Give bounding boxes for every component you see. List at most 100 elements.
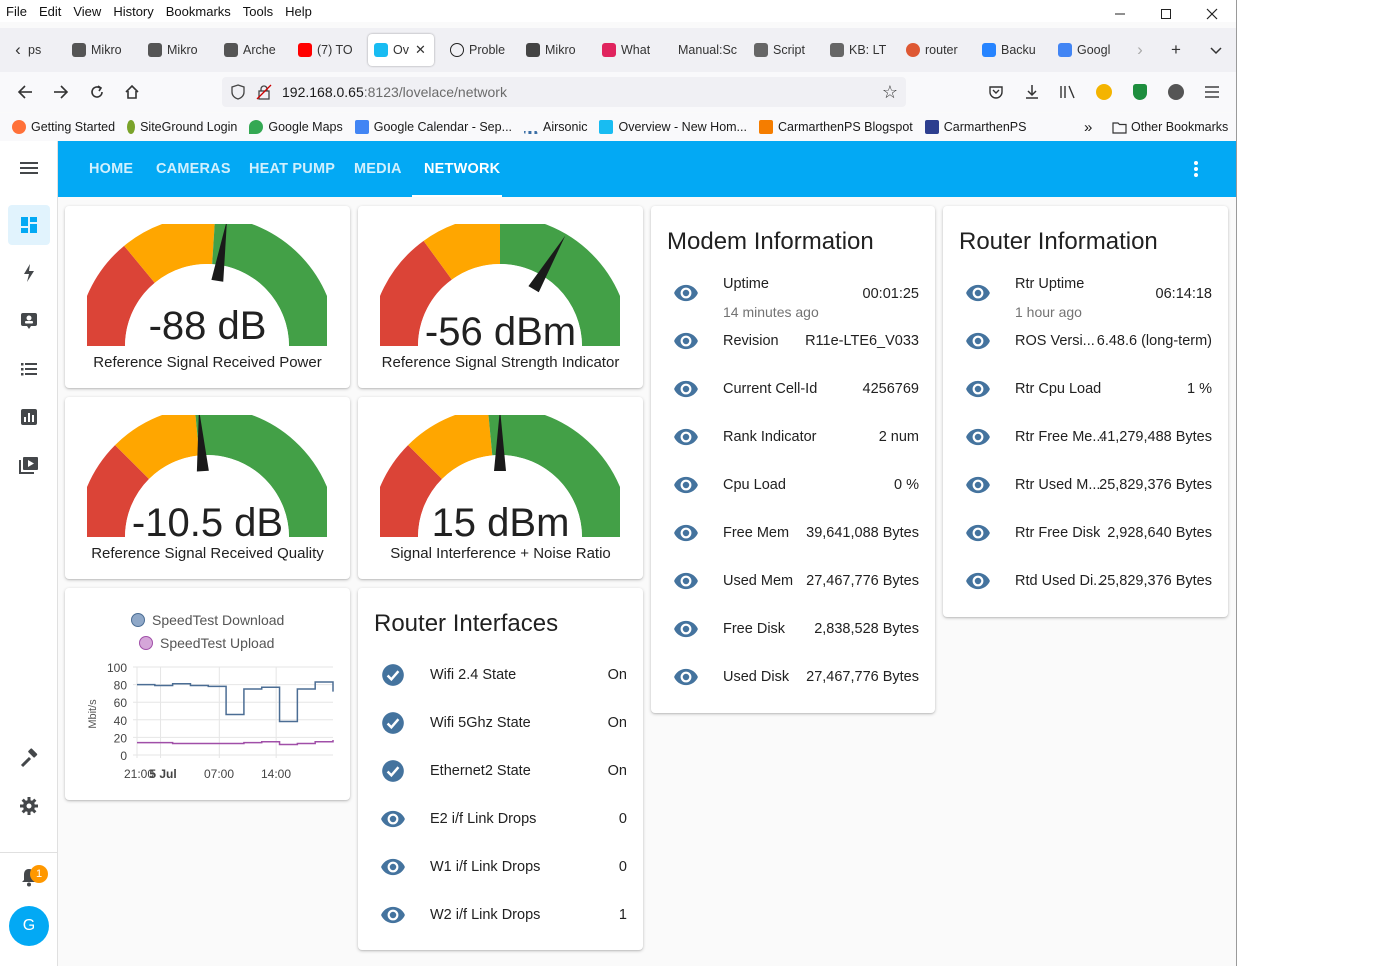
bookmark-item[interactable]: CarmarthenPS: [924, 120, 1026, 134]
browser-tab[interactable]: router: [906, 34, 970, 66]
tab-media[interactable]: MEDIA: [354, 161, 402, 177]
menu-bookmarks[interactable]: Bookmarks: [165, 3, 231, 19]
extension-button[interactable]: [1128, 80, 1152, 104]
browser-tab[interactable]: Script: [754, 34, 818, 66]
tab-heat-pump[interactable]: HEAT PUMP: [249, 161, 336, 177]
entity-row[interactable]: Used Disk 27,467,776 Bytes: [651, 654, 935, 702]
browser-tab[interactable]: Mikro: [72, 34, 136, 66]
entity-row[interactable]: E2 i/f Link Drops 0: [358, 796, 643, 844]
bookmark-item[interactable]: Getting Started: [12, 120, 115, 134]
sidebar-item-media[interactable]: [8, 445, 50, 485]
browser-tab-active[interactable]: Ov ✕: [368, 34, 434, 66]
browser-tab[interactable]: Mikro: [148, 34, 212, 66]
new-tab-button[interactable]: +: [1164, 38, 1188, 62]
dashboard-menu-button[interactable]: [1184, 157, 1208, 181]
bookmark-item[interactable]: Airsonic: [524, 120, 587, 134]
gauge-card-rsrp[interactable]: -88 dB Reference Signal Received Power: [65, 206, 350, 388]
minimize-button[interactable]: [1097, 0, 1143, 28]
speedtest-history-card[interactable]: SpeedTest Download SpeedTest Upload Mbit…: [65, 588, 350, 800]
sidebar-item-energy[interactable]: [8, 253, 50, 293]
tab-network[interactable]: NETWORK: [424, 161, 501, 177]
extension-button[interactable]: [1164, 80, 1188, 104]
bookmark-item[interactable]: Google Maps: [249, 120, 343, 134]
bookmark-item[interactable]: Overview - New Hom...: [599, 120, 747, 134]
close-tab-icon[interactable]: ✕: [414, 42, 426, 57]
entity-row[interactable]: Rtd Used Di... 25,829,376 Bytes: [943, 558, 1228, 606]
menu-file[interactable]: File: [6, 3, 27, 19]
entity-row[interactable]: Wifi 5Ghz State On: [358, 700, 643, 748]
sidebar-item-notifications[interactable]: 1: [8, 857, 50, 897]
reload-button[interactable]: [85, 80, 109, 104]
entity-row[interactable]: Rtr Uptime 1 hour ago 06:14:18: [943, 270, 1228, 320]
maximize-button[interactable]: [1143, 0, 1189, 28]
tab-cameras[interactable]: CAMERAS: [156, 161, 231, 177]
sidebar-item-settings[interactable]: [8, 786, 50, 826]
sidebar-item-history[interactable]: [8, 349, 50, 389]
other-bookmarks-folder[interactable]: Other Bookmarks: [1112, 120, 1228, 134]
bookmark-item[interactable]: Google Calendar - Sep...: [354, 120, 512, 134]
extension-button[interactable]: [1092, 80, 1116, 104]
bookmark-item[interactable]: CarmarthenPS Blogspot: [758, 120, 913, 134]
tab-label: What: [621, 43, 651, 57]
browser-tab[interactable]: KB: LT: [830, 34, 894, 66]
sidebar-item-developer-tools[interactable]: [8, 738, 50, 778]
sidebar-item-logbook[interactable]: [8, 301, 50, 341]
entity-row[interactable]: Free Mem 39,641,088 Bytes: [651, 510, 935, 558]
entity-row[interactable]: Ethernet2 State On: [358, 748, 643, 796]
browser-tab[interactable]: Googl: [1058, 34, 1122, 66]
entity-row[interactable]: ROS Versi... 6.48.6 (long-term): [943, 318, 1228, 366]
browser-tab[interactable]: Backu: [982, 34, 1046, 66]
menu-edit[interactable]: Edit: [38, 3, 62, 19]
downloads-button[interactable]: [1020, 80, 1044, 104]
entity-row[interactable]: Revision R11e-LTE6_V033: [651, 318, 935, 366]
pocket-button[interactable]: [984, 80, 1008, 104]
entity-row[interactable]: Free Disk 2,838,528 Bytes: [651, 606, 935, 654]
tab-home[interactable]: HOME: [89, 161, 134, 177]
entity-row[interactable]: Used Mem 27,467,776 Bytes: [651, 558, 935, 606]
menu-view[interactable]: View: [73, 3, 102, 19]
menu-history[interactable]: History: [113, 3, 154, 19]
browser-tab[interactable]: Mikro: [526, 34, 590, 66]
sidebar-toggle-button[interactable]: [8, 148, 50, 188]
gauge-card-sinr[interactable]: 15 dBm Signal Interference + Noise Ratio: [358, 397, 643, 579]
entity-row[interactable]: Rtr Cpu Load 1 %: [943, 366, 1228, 414]
gauge-card-rsrq[interactable]: -10.5 dB Reference Signal Received Quali…: [65, 397, 350, 579]
entity-row[interactable]: Rtr Used M... 25,829,376 Bytes: [943, 462, 1228, 510]
sidebar-item-overview[interactable]: [8, 205, 50, 245]
browser-tab[interactable]: What: [602, 34, 666, 66]
browser-tab[interactable]: Proble: [450, 34, 514, 66]
address-bar[interactable]: 192.168.0.65:8123/lovelace/network ☆: [222, 77, 906, 107]
browser-tab[interactable]: Manual:Sc: [678, 34, 742, 66]
menu-tools[interactable]: Tools: [242, 3, 274, 19]
entity-row[interactable]: Current Cell-Id 4256769: [651, 366, 935, 414]
scroll-tabs-left-button[interactable]: ‹: [6, 38, 30, 62]
entity-row[interactable]: Rtr Free Disk 2,928,640 Bytes: [943, 510, 1228, 558]
browser-tab[interactable]: ps: [28, 34, 48, 66]
close-window-button[interactable]: [1189, 0, 1235, 28]
forward-button[interactable]: [49, 80, 73, 104]
bookmark-item[interactable]: SiteGround Login: [127, 120, 237, 134]
gauge-card-rssi[interactable]: -56 dBm Reference Signal Strength Indica…: [358, 206, 643, 388]
browser-tab[interactable]: (7) TO: [298, 34, 356, 66]
entity-row[interactable]: Cpu Load 0 %: [651, 462, 935, 510]
bookmark-star-icon[interactable]: ☆: [881, 82, 898, 102]
entity-row[interactable]: Wifi 2.4 State On: [358, 652, 643, 700]
user-avatar[interactable]: G: [9, 906, 49, 946]
menu-help[interactable]: Help: [285, 3, 312, 19]
sidebar-item-statistics[interactable]: [8, 397, 50, 437]
library-button[interactable]: [1056, 80, 1080, 104]
more-bookmarks-button[interactable]: »: [1084, 119, 1092, 136]
entity-row[interactable]: W2 i/f Link Drops 1: [358, 892, 643, 940]
scroll-tabs-right-button[interactable]: ›: [1128, 38, 1152, 62]
legend-item-download[interactable]: SpeedTest Download: [131, 612, 284, 628]
legend-item-upload[interactable]: SpeedTest Upload: [139, 635, 274, 651]
browser-tab[interactable]: Arche: [224, 34, 288, 66]
back-button[interactable]: [13, 80, 37, 104]
list-tabs-button[interactable]: [1204, 38, 1228, 62]
entity-row[interactable]: Rank Indicator 2 num: [651, 414, 935, 462]
app-menu-button[interactable]: [1200, 80, 1224, 104]
entity-row[interactable]: Uptime 14 minutes ago 00:01:25: [651, 270, 935, 320]
entity-row[interactable]: W1 i/f Link Drops 0: [358, 844, 643, 892]
home-button[interactable]: [120, 80, 144, 104]
entity-row[interactable]: Rtr Free Me... 41,279,488 Bytes: [943, 414, 1228, 462]
